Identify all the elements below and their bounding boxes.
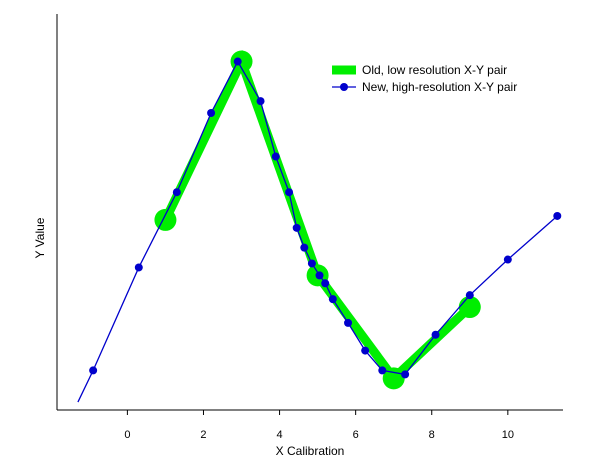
x-tick-label: 4 bbox=[277, 429, 283, 441]
series-new-point bbox=[361, 346, 370, 355]
x-tick-label: 0 bbox=[124, 429, 130, 441]
x-tick-label: 6 bbox=[353, 429, 359, 441]
series-new-point bbox=[431, 330, 440, 339]
series-new-line bbox=[77, 60, 558, 403]
series-new-point bbox=[307, 259, 316, 268]
series-new-point bbox=[401, 370, 410, 379]
series-old-point bbox=[154, 208, 177, 231]
series-new-point bbox=[134, 263, 143, 272]
x-tick-label: 2 bbox=[200, 429, 206, 441]
series-new-point bbox=[285, 188, 294, 197]
series-new-point bbox=[378, 366, 387, 375]
series-new-point bbox=[172, 188, 181, 197]
series-new-point bbox=[315, 271, 324, 280]
axes: 0 2 4 6 8 10 bbox=[56, 14, 563, 441]
plot-area bbox=[77, 49, 562, 403]
series-new-point bbox=[321, 279, 330, 288]
y-axis-title: Y Value bbox=[33, 217, 47, 258]
legend: Old, low resolution X-Y pair New, high-re… bbox=[332, 63, 517, 94]
legend-new-swatch-marker bbox=[340, 83, 348, 91]
legend-old-label: Old, low resolution X-Y pair bbox=[362, 63, 507, 77]
series-old-point bbox=[458, 296, 481, 319]
x-tick-label: 10 bbox=[502, 429, 514, 441]
series-new-point bbox=[207, 109, 216, 117]
series-new-point bbox=[344, 318, 353, 327]
x-tick-label: 8 bbox=[429, 429, 435, 441]
legend-new-label: New, high-resolution X-Y pair bbox=[362, 80, 517, 94]
series-new-point bbox=[256, 97, 265, 106]
series-new-point bbox=[503, 255, 512, 264]
series-new-point bbox=[89, 366, 98, 375]
series-new-point bbox=[553, 211, 562, 220]
x-axis-title: X Calibration bbox=[276, 444, 345, 458]
series-new-point bbox=[465, 291, 474, 300]
series-new-point bbox=[292, 223, 301, 232]
series-new-point bbox=[233, 57, 242, 66]
series-new-point bbox=[300, 243, 309, 252]
series-new-point bbox=[328, 295, 337, 304]
series-new-point bbox=[271, 152, 280, 161]
